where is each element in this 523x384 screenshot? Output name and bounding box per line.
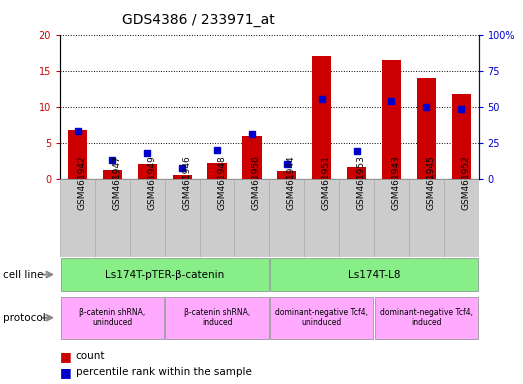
Bar [95, 179, 130, 257]
Text: GSM461947: GSM461947 [112, 155, 121, 210]
Bar [61, 258, 269, 291]
Bar [103, 170, 122, 179]
Text: GSM461950: GSM461950 [252, 155, 261, 210]
Bar [374, 297, 478, 339]
Bar [277, 171, 297, 179]
Bar [374, 179, 409, 257]
Bar [61, 297, 164, 339]
Bar [269, 179, 304, 257]
Bar [242, 136, 262, 179]
Text: dominant-negative Tcf4,
uninduced: dominant-negative Tcf4, uninduced [275, 308, 368, 328]
Text: ■: ■ [60, 366, 72, 379]
Text: GSM461948: GSM461948 [217, 155, 226, 210]
Bar [234, 179, 269, 257]
Bar [304, 179, 339, 257]
Text: dominant-negative Tcf4,
induced: dominant-negative Tcf4, induced [380, 308, 473, 328]
Bar [60, 179, 95, 257]
Text: GSM461951: GSM461951 [322, 155, 331, 210]
Text: Ls174T-L8: Ls174T-L8 [348, 270, 400, 280]
Bar [312, 56, 331, 179]
Text: GSM461944: GSM461944 [287, 155, 296, 210]
Text: GSM461942: GSM461942 [77, 155, 87, 210]
Bar [270, 258, 478, 291]
Text: cell line: cell line [3, 270, 43, 280]
Bar [165, 179, 200, 257]
Text: ■: ■ [60, 350, 72, 363]
Text: percentile rank within the sample: percentile rank within the sample [76, 367, 252, 377]
Bar [382, 60, 401, 179]
Text: GSM461943: GSM461943 [391, 155, 401, 210]
Bar [417, 78, 436, 179]
Text: Ls174T-pTER-β-catenin: Ls174T-pTER-β-catenin [105, 270, 224, 280]
Text: count: count [76, 351, 105, 361]
Bar [347, 167, 366, 179]
Bar [200, 179, 234, 257]
Text: GSM461949: GSM461949 [147, 155, 156, 210]
Text: GDS4386 / 233971_at: GDS4386 / 233971_at [122, 13, 275, 27]
Bar [138, 164, 157, 179]
Bar [409, 179, 444, 257]
Text: GSM461953: GSM461953 [357, 155, 366, 210]
Bar [165, 297, 269, 339]
Bar [68, 130, 87, 179]
Bar [130, 179, 165, 257]
Text: GSM461945: GSM461945 [426, 155, 435, 210]
Text: protocol: protocol [3, 313, 46, 323]
Bar [270, 297, 373, 339]
Text: GSM461952: GSM461952 [461, 155, 470, 210]
Bar [444, 179, 479, 257]
Bar [339, 179, 374, 257]
Text: GSM461946: GSM461946 [182, 155, 191, 210]
Text: β-catenin shRNA,
induced: β-catenin shRNA, induced [184, 308, 250, 328]
Bar [451, 94, 471, 179]
Bar [173, 175, 192, 179]
Bar [208, 163, 226, 179]
Text: β-catenin shRNA,
uninduced: β-catenin shRNA, uninduced [79, 308, 145, 328]
